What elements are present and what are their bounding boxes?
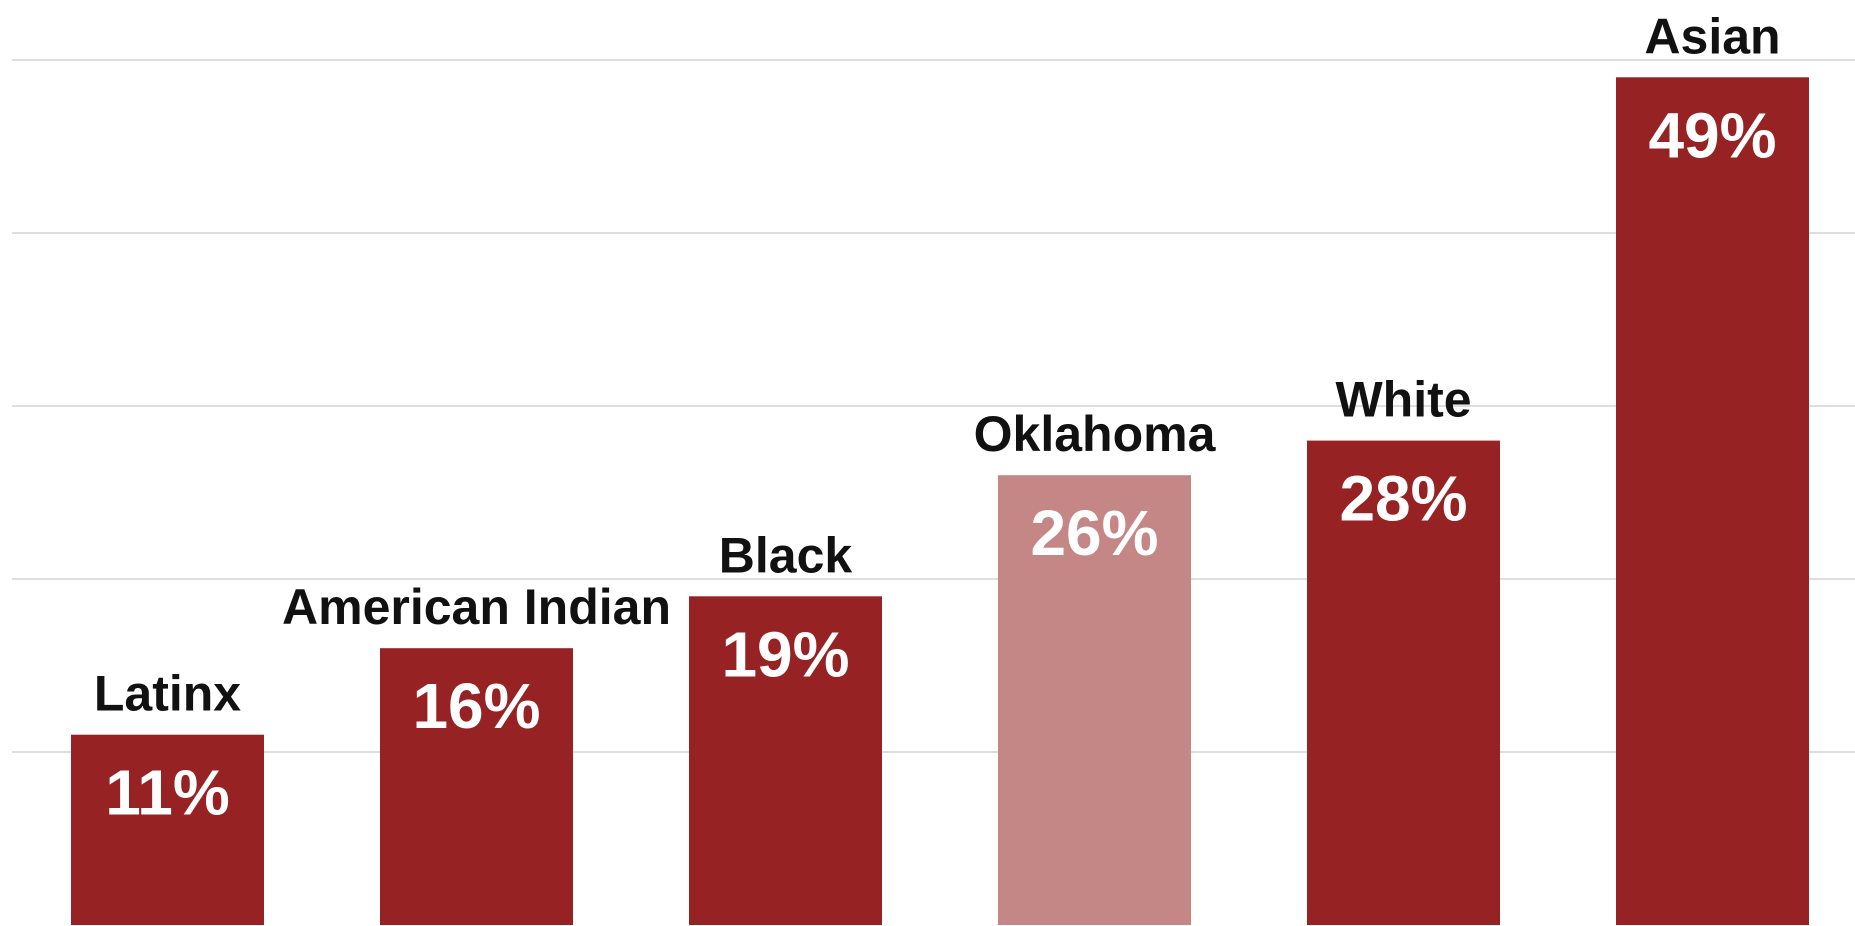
bar-black	[689, 596, 882, 925]
category-label: White	[1335, 372, 1471, 428]
category-label: Black	[719, 527, 853, 583]
category-label: Latinx	[94, 666, 241, 722]
bar-oklahoma	[998, 475, 1191, 925]
category-label: Asian	[1644, 8, 1780, 64]
bar-latinx	[71, 734, 264, 925]
category-label: American Indian	[282, 579, 671, 635]
value-label: 19%	[721, 618, 849, 690]
category-label: Oklahoma	[974, 406, 1217, 462]
value-label: 49%	[1648, 99, 1776, 171]
value-label: 26%	[1030, 497, 1158, 569]
labels: Latinx 11% American Indian 16% Black 19% Oklah…	[94, 8, 1781, 828]
gridlines	[12, 59, 1855, 753]
value-label: 28%	[1339, 463, 1467, 535]
bar-white	[1307, 440, 1500, 925]
value-label: 11%	[105, 757, 230, 829]
value-label: 16%	[412, 670, 540, 742]
bar-asian	[1616, 77, 1809, 926]
bar-american-indian	[380, 648, 573, 925]
bars	[71, 77, 1809, 926]
